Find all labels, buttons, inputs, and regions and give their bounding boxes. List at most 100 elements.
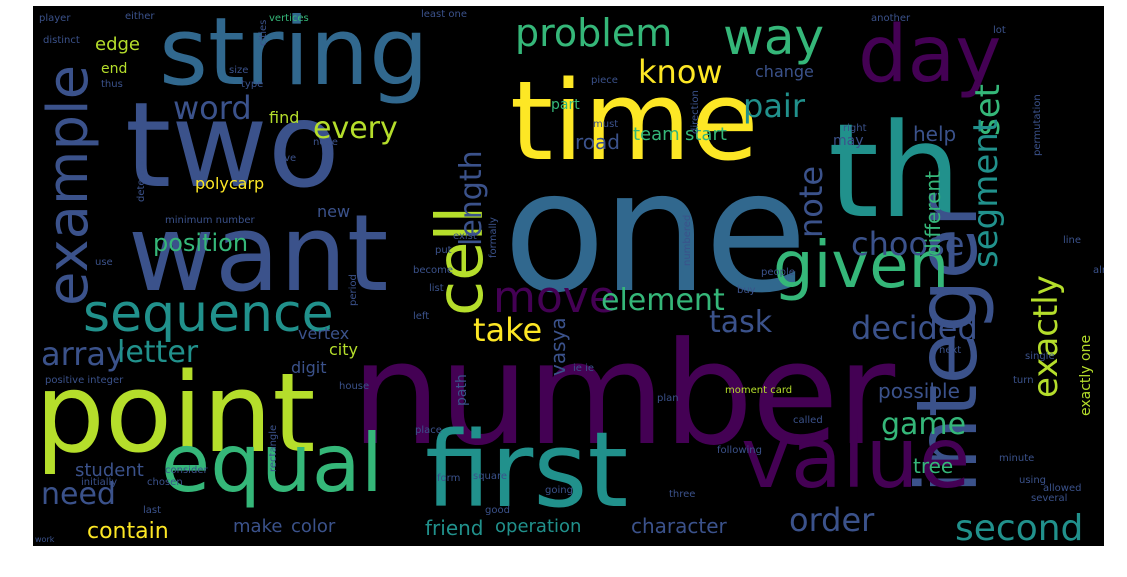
word: determine <box>136 150 147 202</box>
word: value <box>741 409 971 507</box>
word: choose <box>851 225 965 263</box>
word: end <box>101 61 128 77</box>
word: example <box>36 64 101 306</box>
word: node <box>313 137 338 148</box>
word: cities <box>258 19 269 46</box>
word: time <box>510 57 759 185</box>
word: period <box>348 274 359 306</box>
word: last <box>143 505 162 516</box>
word: next <box>939 345 962 356</box>
word: called <box>793 415 823 426</box>
word: help <box>913 122 957 146</box>
word: exactly <box>1026 275 1066 398</box>
word: buy <box>737 285 756 296</box>
word: team <box>633 124 680 145</box>
word: one <box>503 134 808 330</box>
word: moment card <box>725 385 793 396</box>
word: lot <box>993 25 1006 36</box>
word: work <box>35 535 55 544</box>
word: know <box>638 53 723 91</box>
word: piece <box>591 75 618 86</box>
word: form <box>437 473 461 484</box>
word: find <box>269 108 300 127</box>
word: must <box>593 119 619 130</box>
word: minimum number <box>165 215 255 226</box>
word: possible <box>878 379 960 403</box>
word: order <box>789 501 875 539</box>
word: pair <box>743 87 805 125</box>
word: right <box>843 123 867 134</box>
word: string <box>159 6 429 107</box>
word: turn <box>1013 375 1034 386</box>
word: change <box>755 62 814 81</box>
word: vasya <box>546 317 570 376</box>
word: point <box>35 349 316 477</box>
word: way <box>723 8 825 66</box>
word: letter <box>117 335 199 370</box>
word: minute <box>999 453 1035 464</box>
word: word <box>173 89 252 127</box>
word: left <box>413 311 430 322</box>
word: put <box>435 245 452 256</box>
word: second <box>955 508 1084 547</box>
word: tree <box>913 454 954 478</box>
word: first <box>425 409 629 531</box>
word: plan <box>657 393 679 404</box>
word: using <box>1019 475 1047 486</box>
word: student <box>75 460 144 481</box>
word: formally <box>488 217 499 258</box>
word: type <box>241 79 264 90</box>
word: equal <box>161 417 383 510</box>
word: digit <box>291 358 327 377</box>
word: three <box>669 489 696 500</box>
word: direction <box>690 90 701 134</box>
word: give <box>275 153 297 164</box>
word: player <box>39 13 71 24</box>
word: ie ie <box>573 363 595 374</box>
word: take <box>473 311 543 349</box>
word: following <box>717 445 762 456</box>
word: become <box>413 265 454 276</box>
word: sequence <box>83 284 334 344</box>
word: path <box>454 374 470 406</box>
word: good <box>485 505 510 516</box>
word: move <box>493 272 616 323</box>
word: element <box>601 283 725 318</box>
word: already <box>1093 265 1104 276</box>
word: line <box>1063 235 1082 246</box>
word: thus <box>101 79 123 90</box>
word: start <box>685 124 727 145</box>
word: task <box>709 305 773 340</box>
word: place <box>415 425 442 436</box>
word: distinct <box>43 35 80 46</box>
word: square <box>473 471 508 482</box>
word: part <box>551 97 580 113</box>
word: operation <box>495 516 582 537</box>
word: color <box>291 516 336 537</box>
word: numbered <box>682 214 693 266</box>
word: exist <box>453 231 477 242</box>
word: segment <box>966 118 1006 268</box>
word: given <box>773 229 950 303</box>
word: least one <box>421 9 467 20</box>
word: single <box>1025 351 1055 362</box>
word: problem <box>515 11 673 55</box>
word: list <box>429 283 444 294</box>
word: city <box>329 340 358 359</box>
word: size <box>229 65 249 76</box>
word: house <box>339 381 370 392</box>
word: game <box>881 407 967 442</box>
word: character <box>631 514 727 538</box>
word: new <box>317 202 351 221</box>
word-cloud: number one time two string want th point… <box>33 6 1104 546</box>
word: vertices <box>269 13 309 24</box>
word: road <box>575 130 620 154</box>
word: use <box>95 257 113 268</box>
word: friend <box>425 516 484 540</box>
word: contain <box>87 519 169 544</box>
word: going <box>545 485 573 496</box>
word: either <box>125 11 155 22</box>
word: several <box>1031 493 1068 504</box>
word: initially <box>81 477 118 488</box>
word: exactly one <box>1078 334 1094 416</box>
